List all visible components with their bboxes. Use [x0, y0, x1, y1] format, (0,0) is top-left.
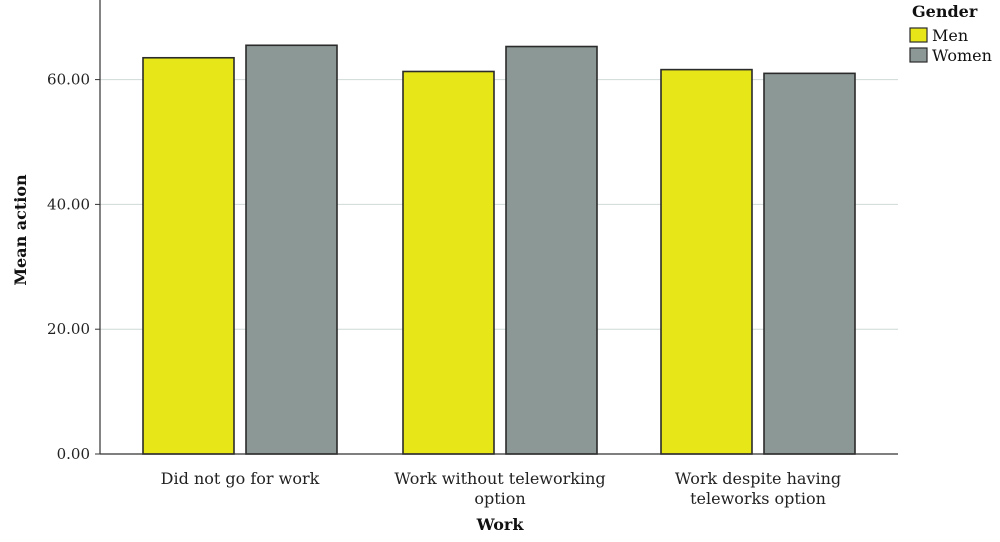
x-tick-label: Did not go for work: [161, 469, 320, 488]
bar-women: [245, 44, 338, 455]
x-axis-title: Work: [476, 515, 525, 534]
y-tick-label: 20.00: [47, 320, 90, 338]
legend-title: Gender: [912, 2, 978, 21]
bar-men: [402, 70, 495, 455]
bar-women: [505, 45, 598, 455]
legend-swatch-women: [909, 47, 928, 63]
x-tick-label: Work despite having: [675, 469, 841, 488]
bars: [142, 44, 856, 455]
axes: [99, 0, 898, 455]
x-tick-labels: Did not go for work Work without telework…: [161, 469, 841, 508]
y-axis-title: Mean action: [11, 174, 30, 286]
y-ticks: 0.00 20.00 40.00 60.00: [47, 71, 100, 463]
legend-swatch-men: [909, 27, 928, 43]
x-tick-label: teleworks option: [690, 489, 826, 508]
y-tick-label: 40.00: [47, 195, 90, 213]
bar-men: [142, 56, 235, 455]
bar-women: [763, 72, 856, 455]
legend-label-women: Women: [932, 46, 992, 65]
legend-label-men: Men: [932, 26, 968, 45]
x-tick-label: option: [474, 489, 525, 508]
y-tick-label: 60.00: [47, 71, 90, 89]
y-tick-label: 0.00: [57, 445, 90, 463]
bar-men: [660, 68, 753, 455]
x-tick-label: Work without teleworking: [394, 469, 605, 488]
